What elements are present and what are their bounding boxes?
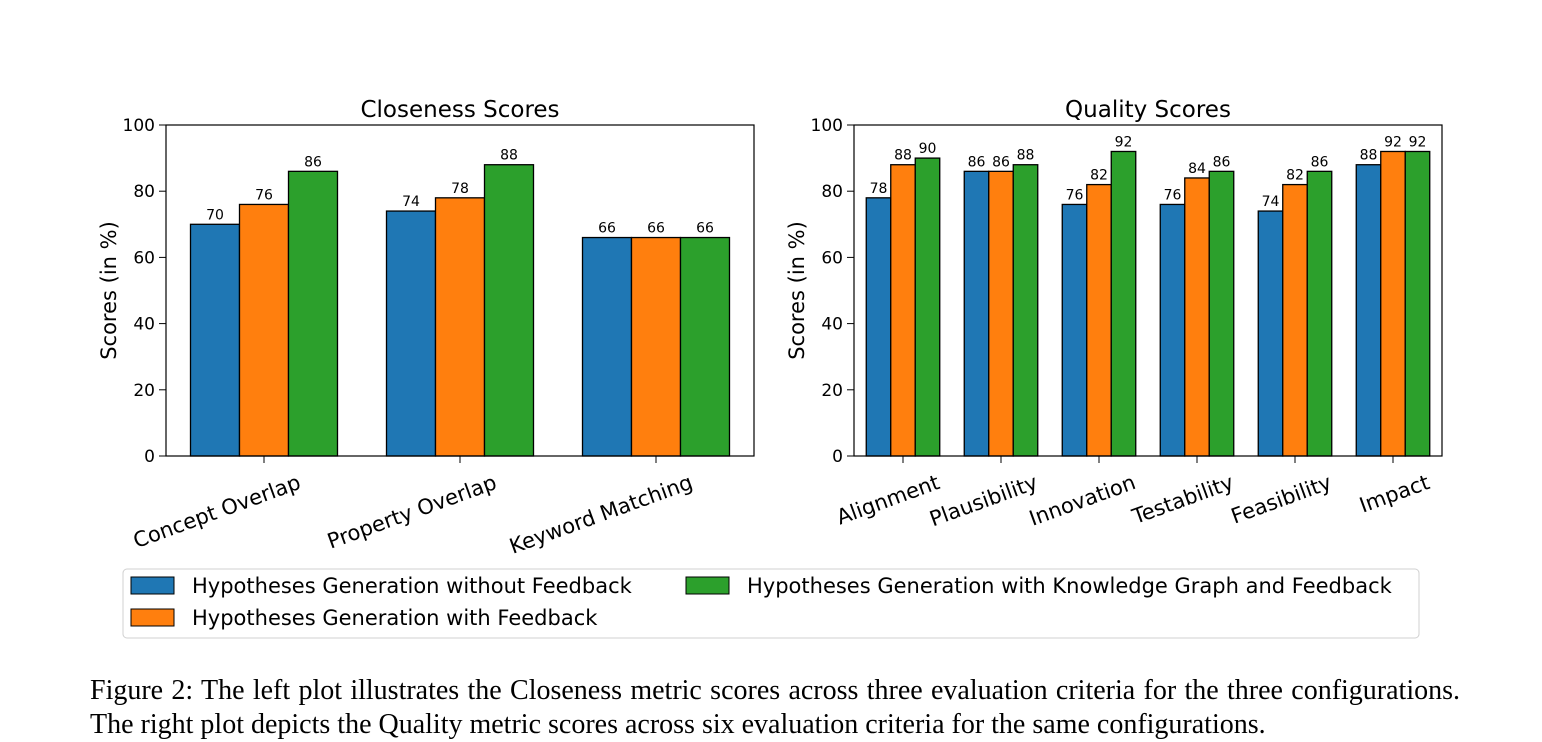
legend-swatch: [130, 576, 175, 595]
bar: [1110, 150, 1137, 457]
closeness-scores-chart: Closeness Scores Scores (in %) 0 20 40 60 80 10…: [97, 97, 755, 559]
y-tick-label: 40: [133, 315, 155, 335]
bar: [988, 170, 1014, 457]
bar: [1208, 170, 1235, 457]
y-tick-label: 80: [821, 182, 843, 202]
bar-value-label: 90: [919, 141, 937, 157]
y-axis-label: Scores (in %): [785, 221, 809, 360]
bar: [434, 197, 486, 457]
bar: [1012, 164, 1039, 457]
bar-value-label: 76: [1164, 187, 1182, 203]
bar: [1306, 170, 1333, 457]
bar: [1257, 210, 1284, 457]
bar: [581, 236, 633, 457]
bar: [1282, 183, 1308, 457]
bar-value-label: 92: [1384, 134, 1402, 150]
bar-value-label: 86: [304, 154, 322, 170]
bar-value-label: 84: [1188, 161, 1206, 177]
bar: [385, 210, 437, 457]
legend-label: Hypotheses Generation with Knowledge Gra…: [747, 574, 1393, 598]
quality-scores-chart: Quality Scores Scores (in %) 0 20 40 60 80 100 7…: [785, 97, 1443, 531]
y-tick-label: 80: [133, 182, 155, 202]
bar-value-label: 82: [1286, 168, 1304, 184]
chart-title: Quality Scores: [1065, 97, 1231, 123]
legend: Hypotheses Generation without Feedback Hy…: [122, 568, 1420, 639]
bar: [914, 157, 941, 457]
plot-frame: [853, 124, 1443, 457]
y-tick-label: 20: [821, 381, 843, 401]
bar-value-label: 74: [1262, 194, 1280, 210]
x-tick-label: Feasibility: [1228, 470, 1335, 528]
figure-caption: Figure 2: The left plot illustrates the …: [90, 675, 1460, 740]
bar-value-label: 70: [206, 207, 224, 223]
x-tick-label: Innovation: [1026, 470, 1139, 531]
y-tick-label: 0: [832, 447, 843, 467]
chart-title: Closeness Scores: [360, 97, 559, 123]
bar-value-label: 92: [1115, 134, 1133, 150]
bar: [189, 223, 241, 457]
legend-swatch: [130, 608, 175, 627]
bar: [890, 164, 916, 457]
bar-value-label: 74: [402, 194, 420, 210]
bar-value-label: 66: [598, 221, 616, 237]
bar: [1061, 203, 1088, 457]
legend-frame: [122, 568, 1420, 639]
y-tick-label: 100: [811, 116, 843, 136]
bar: [1355, 164, 1382, 457]
x-tick-label: Alignment: [833, 470, 942, 529]
bar: [679, 236, 731, 457]
y-tick-label: 0: [144, 447, 155, 467]
y-tick-label: 100: [123, 116, 155, 136]
legend-label: Hypotheses Generation with Feedback: [192, 606, 598, 630]
bar-value-label: 88: [1360, 148, 1378, 164]
x-tick-label: Testability: [1128, 470, 1236, 529]
bar-value-label: 88: [1017, 148, 1035, 164]
y-tick-label: 60: [821, 248, 843, 268]
bar-value-label: 92: [1409, 134, 1427, 150]
bar: [865, 197, 892, 457]
plot-frame: [165, 124, 755, 457]
bar-value-label: 86: [1311, 154, 1329, 170]
legend-swatch: [685, 576, 730, 595]
x-tick-label: Plausibility: [926, 470, 1040, 531]
bar-value-label: 78: [870, 181, 888, 197]
bar-value-label: 88: [500, 148, 518, 164]
bar: [1184, 177, 1210, 457]
bar-value-label: 86: [992, 154, 1010, 170]
bar-value-label: 66: [647, 221, 665, 237]
bar: [1380, 150, 1406, 457]
bar: [483, 164, 535, 457]
legend-label: Hypotheses Generation without Feedback: [192, 574, 633, 598]
bar-value-label: 86: [1213, 154, 1231, 170]
x-tick-label: Impact: [1356, 470, 1432, 517]
bar-value-label: 78: [451, 181, 469, 197]
bar: [1159, 203, 1186, 457]
bar: [630, 236, 682, 457]
bar: [1404, 150, 1431, 457]
bar-value-label: 66: [696, 221, 714, 237]
bar: [287, 170, 339, 457]
y-tick-label: 20: [133, 381, 155, 401]
bar: [1086, 183, 1112, 457]
y-tick-label: 40: [821, 315, 843, 335]
x-tick-label: Concept Overlap: [130, 470, 304, 553]
y-axis-label: Scores (in %): [97, 221, 121, 360]
x-tick-label: Property Overlap: [324, 470, 500, 553]
bar-value-label: 76: [1066, 187, 1084, 203]
bar: [963, 170, 990, 457]
x-tick-label: Keyword Matching: [506, 470, 695, 559]
bar-value-label: 88: [894, 148, 912, 164]
y-tick-label: 60: [133, 248, 155, 268]
bar-value-label: 86: [968, 154, 986, 170]
bar: [238, 203, 290, 457]
bar-value-label: 76: [255, 187, 273, 203]
bar-value-label: 82: [1090, 168, 1108, 184]
